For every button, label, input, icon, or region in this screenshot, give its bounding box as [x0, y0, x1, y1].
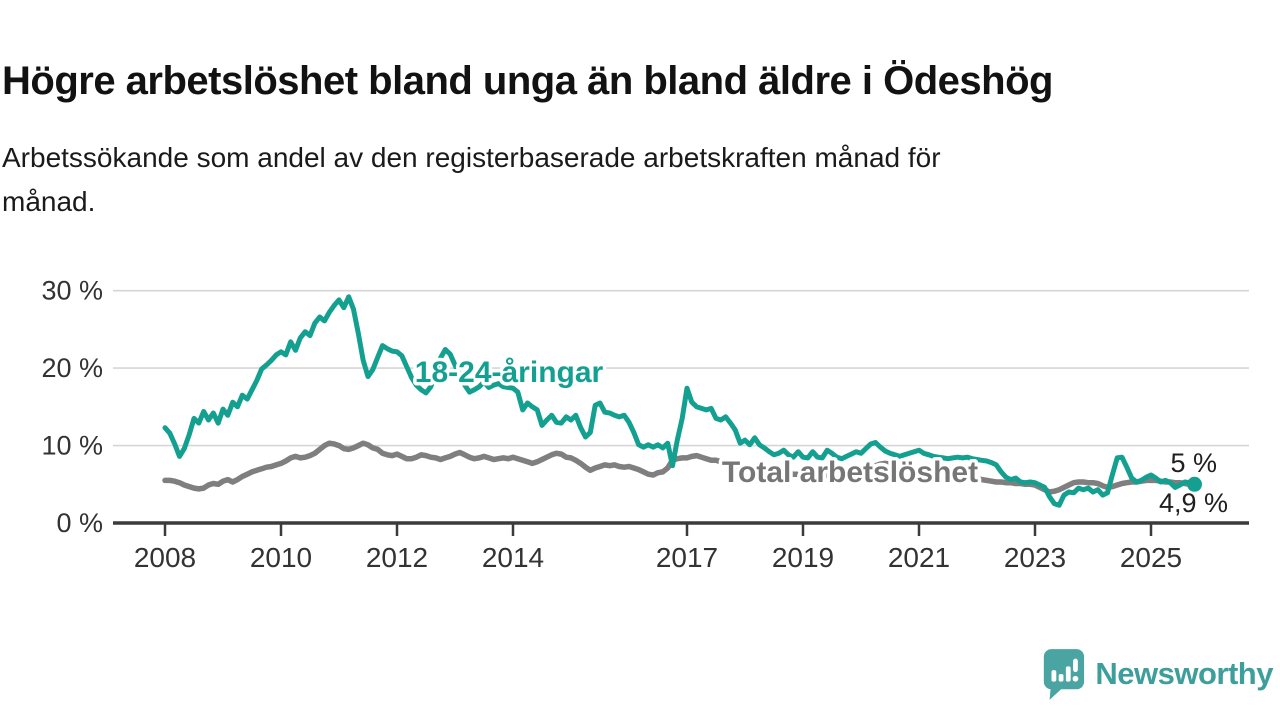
- x-axis-tick-label: 2012: [366, 542, 428, 573]
- y-axis-tick-label: 10 %: [41, 431, 103, 461]
- x-axis-tick-label: 2023: [1004, 542, 1066, 573]
- youth-end-value-label: 5 %: [1170, 448, 1217, 478]
- chart-subtitle-line2: månad.: [2, 186, 96, 217]
- y-axis-tick-label: 30 %: [41, 276, 103, 306]
- newsworthy-bubble-chart-icon: [1044, 649, 1085, 700]
- chart-subtitle: Arbetssökande som andel av den registerb…: [2, 136, 941, 224]
- exclamation-bar: [1073, 658, 1079, 673]
- x-axis-tick-label: 2014: [482, 542, 544, 573]
- bar-2: [1059, 673, 1064, 682]
- chart-title: Högre arbetslöshet bland unga än bland ä…: [2, 58, 1053, 103]
- x-axis-tick-label: 2021: [888, 542, 950, 573]
- newsworthy-logo-text: Newsworthy: [1095, 655, 1273, 691]
- exclamation-dot: [1072, 675, 1079, 682]
- youth-series-line: [162, 294, 1197, 508]
- newsworthy-logo: Newsworthy: [1040, 647, 1273, 700]
- y-axis-tick-label: 0 %: [56, 508, 103, 538]
- x-axis-tick-label: 2017: [656, 542, 718, 573]
- total-end-value-label: 4,9 %: [1159, 488, 1228, 518]
- speech-bubble-shape: [1044, 649, 1085, 700]
- chart-subtitle-line1: Arbetssökande som andel av den registerb…: [2, 142, 941, 173]
- bar-1: [1051, 670, 1057, 682]
- x-axis-tick-label: 2010: [250, 542, 312, 573]
- x-axis-tick-label: 2025: [1120, 542, 1182, 573]
- y-axis-tick-label: 20 %: [41, 353, 103, 383]
- youth-series-label: 18-24-åringar: [415, 356, 604, 389]
- youth-series-end-dot: [1187, 476, 1202, 492]
- bar-3: [1066, 666, 1072, 682]
- x-axis-tick-label: 2019: [772, 542, 834, 573]
- total-series-label: Total arbetslöshet: [722, 456, 978, 489]
- x-axis-tick-label: 2008: [134, 542, 196, 573]
